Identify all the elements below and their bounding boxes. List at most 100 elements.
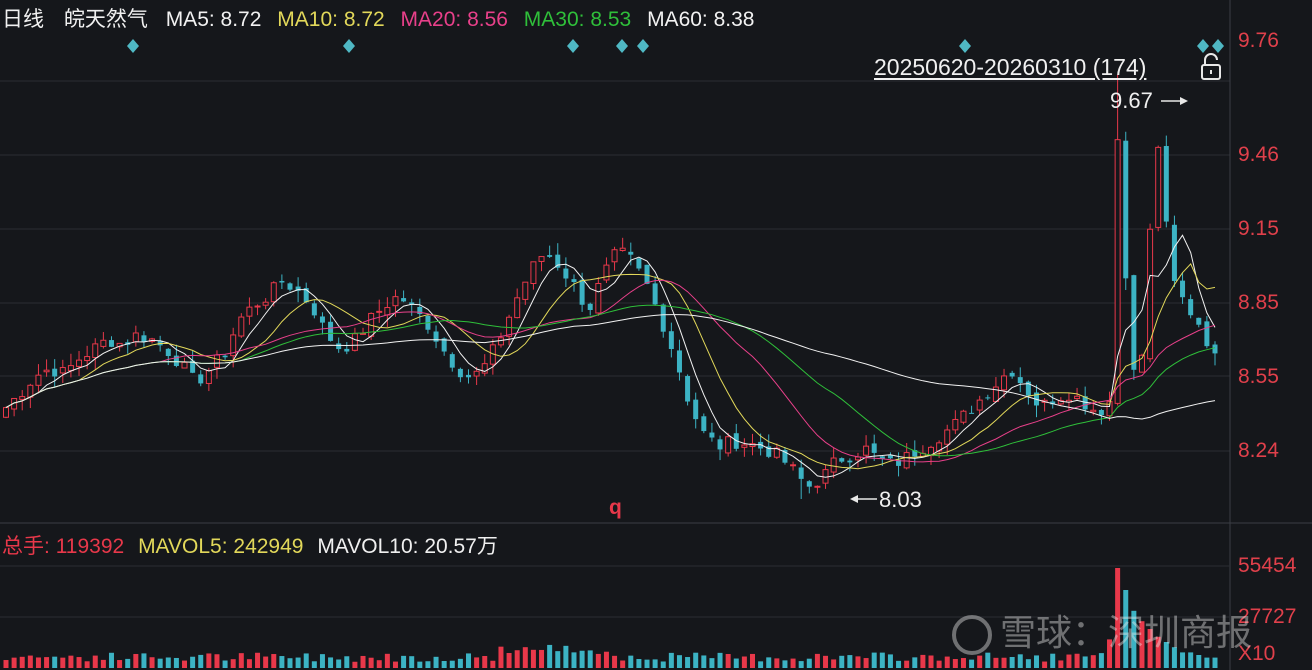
volume-bar xyxy=(376,660,382,668)
volume-bar xyxy=(871,652,877,668)
volume-bar xyxy=(352,661,358,668)
candle-body xyxy=(222,355,228,358)
candle-body xyxy=(660,304,666,332)
candle-body xyxy=(1090,409,1097,413)
volume-bar xyxy=(311,661,317,668)
candle-body xyxy=(319,316,325,323)
volume-bar xyxy=(271,654,277,668)
candle-body xyxy=(336,343,342,350)
candle-body xyxy=(384,307,391,316)
volume-bar xyxy=(474,657,480,668)
ma30-label: MA30: xyxy=(523,8,585,31)
candle-body xyxy=(1138,354,1145,373)
candle-body xyxy=(328,321,334,341)
signal-diamond[interactable] xyxy=(637,39,649,53)
candle-body xyxy=(190,360,196,373)
volume-bar xyxy=(977,655,983,668)
mavol5-label: MAVOL5: xyxy=(138,535,228,558)
candle-body xyxy=(563,268,569,279)
volume-bar xyxy=(620,660,626,668)
volume-bar xyxy=(238,653,244,668)
ma5-indicator: MA5: 8.72 xyxy=(166,8,262,31)
candle-body xyxy=(514,297,521,319)
candle-body xyxy=(985,397,991,399)
volume-bar xyxy=(425,661,431,668)
volume-bar xyxy=(401,655,407,668)
volume-bar xyxy=(685,657,691,668)
volume-bar xyxy=(709,658,715,668)
ma5-value: 8.72 xyxy=(220,8,262,31)
candle-body xyxy=(392,296,399,307)
volume-bar xyxy=(595,653,601,668)
volume-bar xyxy=(441,660,447,668)
signal-diamond[interactable] xyxy=(616,39,628,53)
candle-body xyxy=(11,397,18,410)
volume-bar xyxy=(35,657,41,668)
volume-header: 总手: 119392 MAVOL5: 242949 MAVOL10: 20.57… xyxy=(2,535,498,559)
volume-bar xyxy=(198,654,204,668)
signal-diamond[interactable] xyxy=(567,39,579,53)
volume-bar xyxy=(547,644,553,668)
candle-body xyxy=(441,338,447,352)
candle-body xyxy=(52,368,58,377)
volume-bar xyxy=(1009,656,1015,668)
date-range-label[interactable]: 20250620-20260310 (174) xyxy=(874,54,1147,80)
volume-bar xyxy=(141,653,147,668)
watermark: 雪球：深圳商报 xyxy=(952,604,1252,656)
price-tick: 9.15 xyxy=(1238,217,1279,240)
ma10-label: MA10: xyxy=(277,8,338,31)
signal-diamond[interactable] xyxy=(959,39,971,53)
candle-body xyxy=(782,449,788,463)
candle-body xyxy=(1074,395,1081,400)
ma60-value: 8.38 xyxy=(713,8,755,31)
volume-bar xyxy=(255,652,261,668)
candle-body xyxy=(181,361,188,369)
lock-icon[interactable] xyxy=(1201,53,1221,80)
candle-body xyxy=(741,444,748,448)
volume-bar xyxy=(644,659,650,668)
volume-bar xyxy=(1139,621,1145,668)
candle-body xyxy=(303,288,309,303)
volume-bar xyxy=(52,656,58,668)
volume-bar xyxy=(157,658,163,668)
volume-bar xyxy=(571,652,577,668)
volume-bar xyxy=(1196,655,1202,668)
volume-bar xyxy=(774,658,780,668)
ma5-line xyxy=(5,234,1216,478)
signal-diamond[interactable] xyxy=(343,39,355,53)
candle-body xyxy=(976,399,983,411)
candle-body xyxy=(311,303,317,316)
price-tick: 8.24 xyxy=(1238,439,1279,462)
volume-bar xyxy=(125,658,131,668)
volume-bar xyxy=(522,647,528,668)
candle-body xyxy=(822,469,829,484)
candle-body xyxy=(1114,139,1121,404)
volume-bar xyxy=(279,656,285,668)
volume-bar xyxy=(612,655,618,668)
volume-bar xyxy=(3,660,9,668)
candle-body xyxy=(1009,372,1015,377)
volume-bar xyxy=(222,660,228,668)
candle-body xyxy=(814,485,821,488)
candle-body xyxy=(717,439,723,450)
candle-body xyxy=(1196,317,1202,325)
signal-diamond[interactable] xyxy=(1197,39,1209,53)
ma10-line xyxy=(5,263,1216,470)
candle-body xyxy=(538,256,545,262)
volume-bar xyxy=(108,652,114,668)
candle-body xyxy=(43,369,50,373)
candle-body xyxy=(879,456,885,459)
mavol5-value: 242949 xyxy=(233,535,304,558)
period-label[interactable]: 日线 xyxy=(2,8,44,31)
signal-diamond[interactable] xyxy=(127,39,139,53)
candle-body xyxy=(798,467,804,479)
ma30-line xyxy=(5,304,1216,457)
signal-diamond[interactable] xyxy=(1212,39,1224,53)
volume-bar xyxy=(636,659,642,668)
volume-bar xyxy=(498,646,504,668)
volume-bar xyxy=(246,659,252,668)
candle-body xyxy=(409,302,415,305)
candle-body xyxy=(636,258,642,269)
candle-body xyxy=(693,399,699,420)
ma20-line xyxy=(5,279,1216,463)
